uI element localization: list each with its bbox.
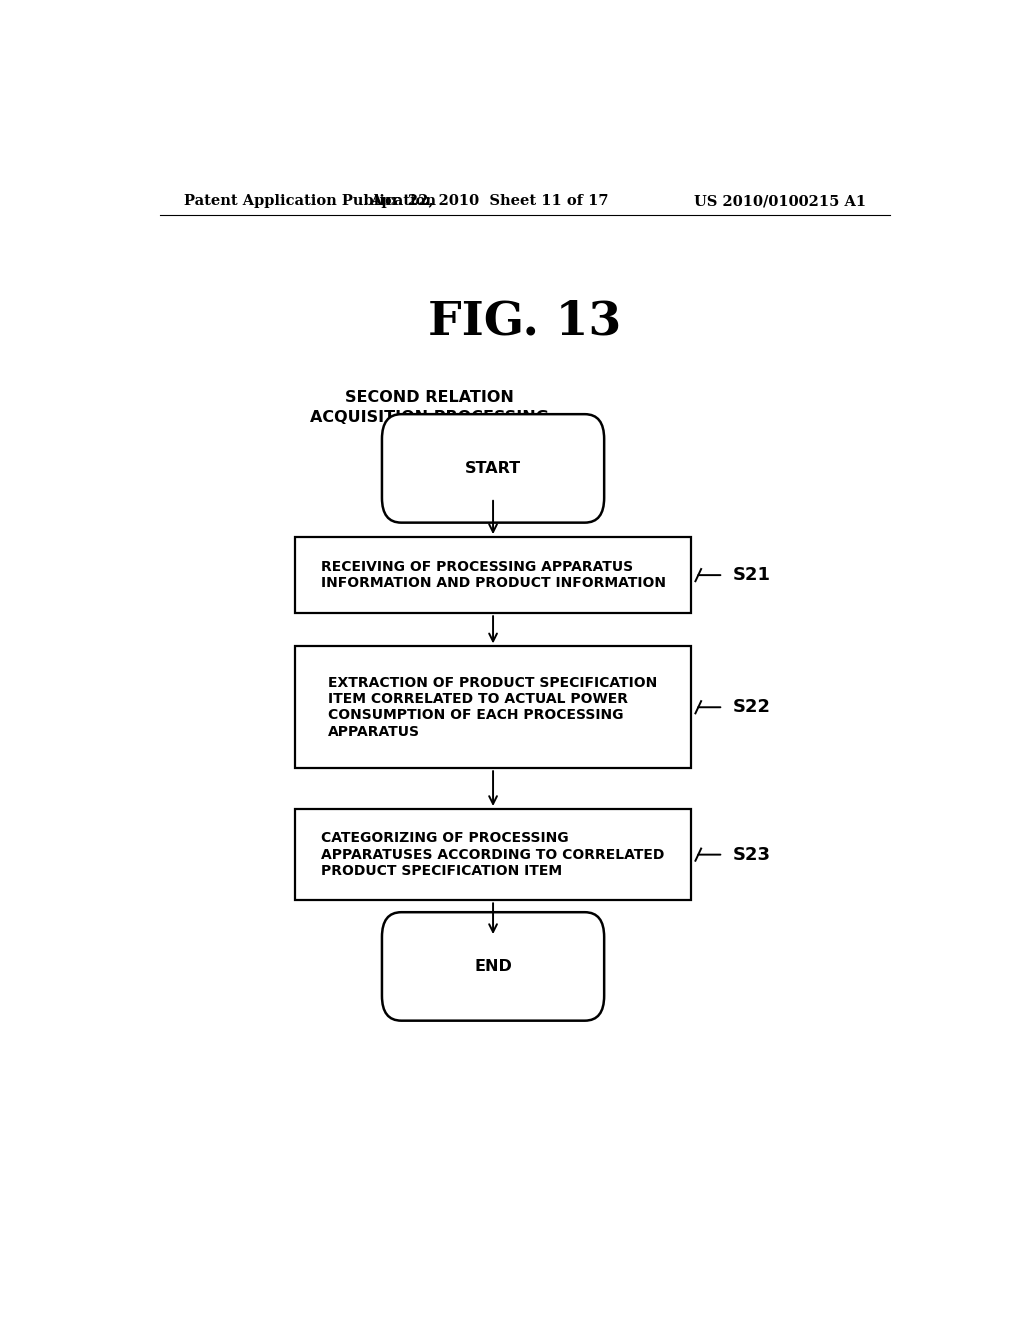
FancyBboxPatch shape [382,912,604,1020]
Text: EXTRACTION OF PRODUCT SPECIFICATION
ITEM CORRELATED TO ACTUAL POWER
CONSUMPTION : EXTRACTION OF PRODUCT SPECIFICATION ITEM… [329,676,657,739]
Text: END: END [474,958,512,974]
Bar [295,537,691,614]
Text: RECEIVING OF PROCESSING APPARATUS
INFORMATION AND PRODUCT INFORMATION: RECEIVING OF PROCESSING APPARATUS INFORM… [321,560,666,590]
Bar [295,809,691,900]
Text: Patent Application Publication: Patent Application Publication [183,194,435,209]
Bar [295,647,691,768]
FancyBboxPatch shape [382,414,604,523]
Text: ACQUISITION PROCESSING: ACQUISITION PROCESSING [310,411,549,425]
Text: FIG. 13: FIG. 13 [428,298,622,345]
Text: CATEGORIZING OF PROCESSING
APPARATUSES ACCORDING TO CORRELATED
PRODUCT SPECIFICA: CATEGORIZING OF PROCESSING APPARATUSES A… [322,832,665,878]
Text: S22: S22 [733,698,771,717]
Text: START: START [465,461,521,477]
Text: Apr. 22, 2010  Sheet 11 of 17: Apr. 22, 2010 Sheet 11 of 17 [370,194,608,209]
Text: S23: S23 [733,846,771,863]
Text: US 2010/0100215 A1: US 2010/0100215 A1 [694,194,866,209]
Text: SECOND RELATION: SECOND RELATION [345,389,514,405]
Text: S21: S21 [733,566,771,585]
